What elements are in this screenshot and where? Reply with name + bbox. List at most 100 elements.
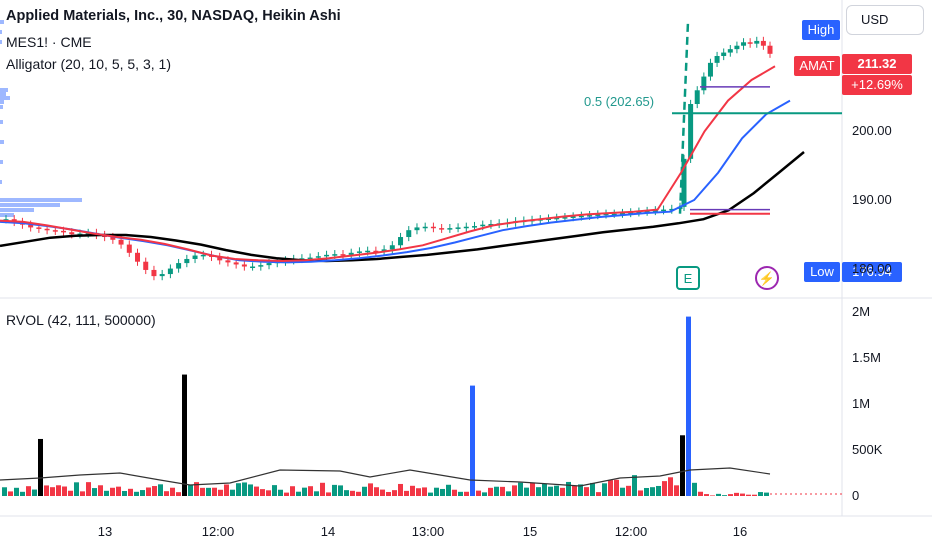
candle-body: [200, 254, 206, 257]
candle-body: [356, 251, 362, 253]
candle-body: [554, 217, 560, 220]
earnings-icon[interactable]: E: [676, 266, 700, 290]
candle-body: [714, 56, 720, 63]
candle-body: [61, 230, 67, 233]
volume-profile-row: [0, 92, 6, 96]
candle-body: [463, 226, 469, 229]
volume-bar: [188, 485, 193, 496]
candle-body: [315, 256, 321, 258]
volume-bar: [146, 487, 151, 496]
volume-bar: [2, 487, 7, 496]
volume-bar: [176, 492, 181, 496]
candle-body: [159, 274, 165, 277]
candle-body: [545, 218, 551, 221]
volume-bar: [98, 485, 103, 496]
volume-bar: [272, 485, 277, 496]
candle-body: [258, 265, 264, 267]
volume-bar: [116, 486, 121, 496]
volume-bar: [368, 483, 373, 496]
candle-body: [135, 252, 141, 262]
candle-body: [225, 260, 231, 263]
volume-bar: [758, 492, 763, 496]
volume-bar: [584, 487, 589, 496]
volume-bar: [326, 492, 331, 496]
rvol-indicator-label[interactable]: RVOL (42, 111, 500000): [6, 312, 156, 328]
candle-body: [348, 252, 354, 255]
volume-bar: [578, 484, 583, 496]
volume-bar: [68, 490, 73, 496]
volume-profile-row: [0, 96, 10, 100]
volume-bar: [38, 438, 43, 496]
volume-bar: [236, 483, 241, 496]
candle-body: [619, 213, 625, 215]
time-axis-tick: 12:00: [614, 524, 648, 539]
candle-body: [741, 42, 747, 46]
alligator-indicator-label[interactable]: Alligator (20, 10, 5, 5, 3, 1): [6, 56, 171, 72]
volume-bar: [638, 490, 643, 496]
volume-bar: [74, 482, 79, 496]
volume-bar: [212, 487, 217, 496]
volume-bar: [494, 486, 499, 496]
candle-body: [447, 228, 453, 230]
volume-bar: [200, 487, 205, 496]
candle-body: [44, 228, 50, 231]
candle-body: [176, 263, 182, 269]
volume-bar: [380, 489, 385, 496]
volume-bar: [44, 485, 49, 496]
volume-bar: [50, 487, 55, 496]
volume-bar: [182, 374, 187, 496]
candle-body: [192, 255, 198, 259]
volume-axis-tick: 1.5M: [852, 350, 881, 365]
candle-body: [707, 62, 713, 77]
candle-body: [217, 256, 223, 261]
rvol-average-line: [0, 467, 771, 487]
time-axis-tick: 13:00: [411, 524, 445, 539]
candle-body: [406, 230, 412, 238]
candle-body: [184, 258, 190, 264]
volume-profile-row: [0, 20, 4, 24]
volume-bar: [722, 495, 727, 496]
price-axis-tick: 180.00: [852, 260, 892, 276]
volume-bar: [194, 482, 199, 496]
volume-bar: [596, 492, 601, 496]
candle-body: [754, 40, 760, 44]
volume-profile-row: [0, 203, 60, 207]
volume-bar: [620, 487, 625, 496]
candle-body: [747, 42, 753, 44]
candle-body: [52, 230, 58, 232]
currency-button[interactable]: USD: [846, 5, 924, 35]
volume-bar: [26, 486, 31, 496]
volume-axis-tick: 0: [852, 488, 860, 503]
candle-body: [151, 269, 157, 277]
volume-bar: [308, 486, 313, 496]
volume-bar: [590, 482, 595, 496]
volume-bar: [374, 487, 379, 496]
candle-body: [373, 250, 379, 253]
volume-bar: [302, 487, 307, 496]
time-axis-tick: 13: [97, 524, 113, 539]
candle-body: [562, 217, 568, 219]
volume-bar: [20, 491, 25, 496]
volume-bar: [728, 494, 733, 496]
volume-bar: [56, 485, 61, 496]
candle-body: [414, 227, 420, 231]
volume-axis-tick: 2M: [852, 304, 871, 319]
volume-bar: [122, 490, 127, 496]
volume-profile-row: [0, 198, 82, 202]
volume-bar: [752, 494, 757, 496]
volume-bar: [254, 486, 259, 496]
candle-body: [669, 208, 675, 211]
volume-bar: [218, 489, 223, 496]
volume-bar: [698, 491, 703, 496]
candle-body: [110, 237, 116, 240]
volume-bar: [290, 486, 295, 496]
volume-bar: [530, 482, 535, 496]
volume-bar: [644, 487, 649, 496]
dividend-lightning-icon[interactable]: ⚡: [755, 266, 779, 290]
price-axis-tick: 190.00: [852, 192, 892, 207]
volume-bar: [506, 491, 511, 496]
volume-bar: [488, 487, 493, 496]
volume-bar: [110, 487, 115, 496]
volume-bar: [86, 482, 91, 496]
